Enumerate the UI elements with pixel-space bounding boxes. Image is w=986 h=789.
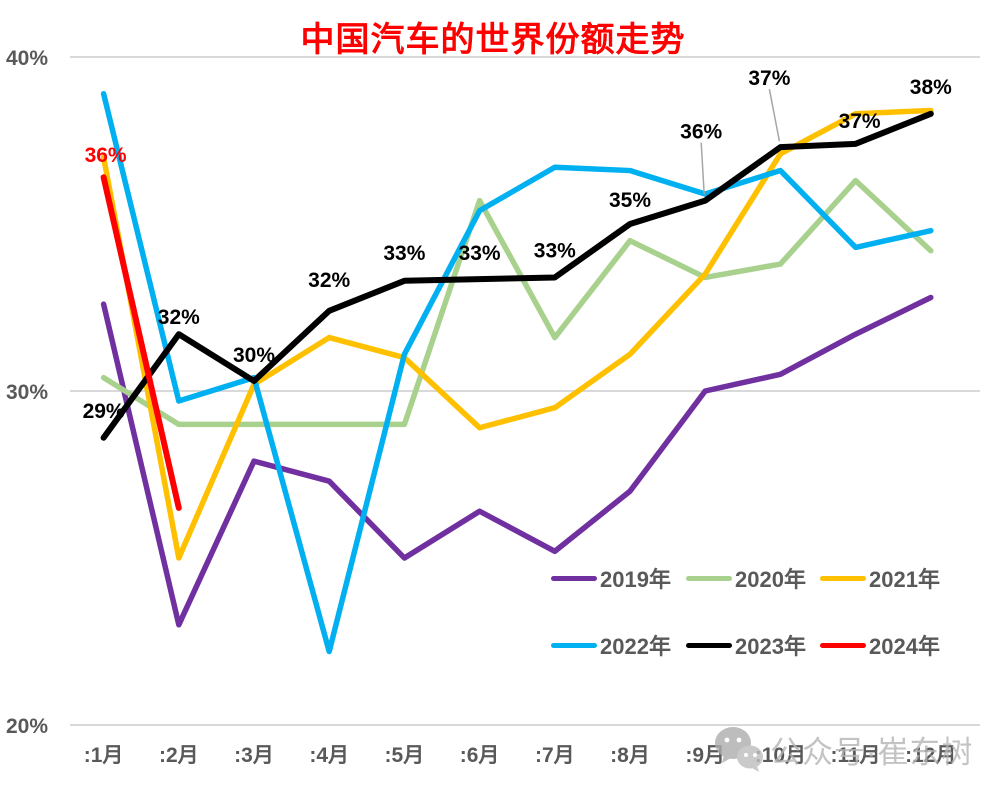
data-label-2023年-m6: 33%: [459, 242, 501, 265]
data-label-2023年-m11: 37%: [839, 110, 881, 133]
data-label-2024年-m1: 36%: [85, 144, 127, 167]
y-axis-tick-20: 20%: [6, 715, 48, 738]
data-label-2023年-m5: 33%: [383, 242, 425, 265]
data-label-2023年-m2: 32%: [158, 306, 200, 329]
x-axis-tick-month-2: :2月: [159, 744, 199, 767]
x-axis-tick-month-12: :12月: [905, 744, 956, 767]
series-line-2020年: [100, 177, 934, 428]
y-axis-tick-40: 40%: [6, 47, 48, 70]
x-axis-tick-month-3: :3月: [234, 744, 274, 767]
chart-title: 中国汽车的世界份额走势: [300, 21, 686, 59]
label-leader-line: [768, 89, 781, 142]
x-axis-tick-month-5: :5月: [385, 744, 425, 767]
series-line-2022年: [100, 90, 934, 655]
label-leader-line: [700, 142, 705, 195]
x-axis-tick-month-7: :7月: [535, 744, 575, 767]
x-axis-tick-month-11: :11月: [830, 744, 880, 767]
series-line-2024年: [100, 174, 182, 511]
x-axis-tick-month-6: :6月: [460, 744, 500, 767]
data-label-2023年-m12: 38%: [910, 76, 952, 99]
data-label-2023年-m1: 29%: [83, 400, 125, 423]
series-line-2021年: [100, 107, 934, 561]
y-axis-tick-30: 30%: [6, 381, 48, 404]
data-label-2023年-m7: 33%: [534, 239, 576, 262]
data-label-2023年-m3: 30%: [233, 344, 275, 367]
series-line-2023年: [100, 110, 934, 441]
data-label-2023年-m10: 37%: [748, 67, 790, 90]
x-axis-tick-month-10: :10月: [755, 744, 806, 767]
x-axis-tick-month-1: :1月: [84, 744, 124, 767]
x-axis-tick-month-9: :9月: [685, 744, 725, 767]
series-line-2019年: [100, 294, 934, 628]
x-axis-tick-month-4: :4月: [309, 744, 349, 767]
x-axis-tick-month-8: :8月: [610, 744, 650, 767]
data-label-2023年-m4: 32%: [308, 269, 350, 292]
data-label-2023年-m9: 36%: [680, 121, 722, 144]
data-label-2023年-m8: 35%: [609, 189, 651, 212]
